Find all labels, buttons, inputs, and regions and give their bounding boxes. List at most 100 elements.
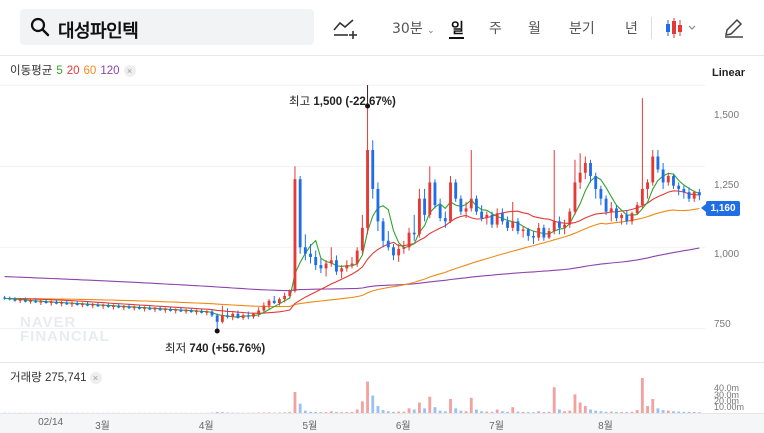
candle-body — [682, 188, 686, 193]
candle — [355, 247, 359, 267]
y-tick-label: 1,500 — [714, 110, 740, 121]
candle — [360, 214, 364, 254]
volume-bar — [615, 411, 618, 413]
volume-bar — [594, 410, 598, 413]
candle-body — [417, 198, 421, 235]
close-icon[interactable]: × — [89, 371, 102, 384]
period-month[interactable]: 월 — [528, 21, 541, 37]
candle-body — [29, 300, 32, 302]
volume-bar — [215, 411, 219, 413]
candle-body — [469, 198, 473, 209]
candle — [537, 222, 541, 241]
candle — [417, 188, 421, 238]
candle — [91, 303, 95, 309]
candle-body — [252, 313, 255, 317]
candle — [573, 159, 577, 215]
candle-body — [583, 162, 587, 173]
search-query[interactable]: 대성파인텍 — [58, 21, 139, 42]
candle-body — [360, 227, 364, 251]
candle — [620, 213, 624, 225]
edit-icon[interactable] — [721, 16, 747, 40]
stock-search-box[interactable]: 대성파인텍 — [20, 9, 314, 45]
volume-bar — [635, 410, 639, 413]
x-tick-label: 3월 — [95, 421, 110, 432]
candle-body — [3, 297, 7, 299]
close-icon[interactable]: × — [123, 64, 136, 77]
scale-mode-toggle[interactable]: Linear — [712, 67, 746, 79]
period-year[interactable]: 년 — [625, 21, 638, 37]
candle-body — [646, 182, 649, 189]
candle-body — [329, 260, 333, 264]
period-quarter[interactable]: 분기 — [569, 21, 595, 37]
moving-average-legend[interactable]: 이동평균 5 20 60 120 × — [10, 62, 140, 78]
candle-body — [371, 150, 375, 189]
price-chart[interactable] — [0, 56, 705, 364]
period-30min[interactable]: 30분 ⌄ — [392, 21, 435, 37]
volume-bar — [475, 409, 478, 413]
candle-body — [537, 227, 541, 238]
volume-bar — [547, 411, 551, 413]
candle-body — [542, 227, 546, 238]
candle — [8, 296, 12, 301]
candle — [226, 308, 229, 319]
candle — [329, 247, 333, 267]
volume-bar — [656, 408, 660, 413]
candle — [469, 150, 473, 212]
volume-bar — [340, 412, 344, 413]
candle — [532, 231, 535, 245]
volume-legend[interactable]: 거래량 275,741 × — [10, 369, 102, 385]
y-tick-label: 750 — [714, 319, 731, 330]
candle — [298, 175, 302, 254]
period-week[interactable]: 주 — [489, 21, 502, 37]
candle-body — [39, 301, 43, 303]
candle — [578, 153, 582, 189]
candle — [682, 185, 686, 199]
candle-body — [449, 182, 452, 222]
candle-type-icon[interactable] — [664, 16, 700, 40]
volume-bar — [625, 412, 629, 413]
candle — [433, 179, 437, 209]
candle — [438, 198, 442, 222]
candle-body — [236, 313, 240, 318]
candle-body — [246, 315, 250, 317]
volume-bar — [329, 411, 333, 413]
candle-body — [335, 260, 338, 272]
candle-body — [692, 192, 696, 199]
candle — [475, 195, 478, 215]
volume-bar — [682, 411, 686, 413]
candle-body — [366, 150, 369, 228]
candle-body — [65, 302, 69, 305]
volume-bar — [697, 412, 701, 413]
volume-chart[interactable] — [0, 364, 705, 413]
candle — [179, 307, 183, 313]
volume-bar — [464, 411, 468, 413]
candle — [412, 214, 416, 241]
candle-body — [635, 205, 639, 214]
candle-body — [231, 313, 235, 317]
candle — [371, 140, 375, 199]
candle-body — [651, 156, 655, 183]
candle — [39, 299, 43, 305]
volume-bar — [345, 412, 349, 413]
volume-bar — [537, 411, 541, 413]
volume-bar — [350, 411, 354, 413]
candle-body — [412, 232, 416, 235]
y-tick-label: 1,250 — [714, 180, 740, 191]
candle — [335, 255, 338, 275]
candle — [563, 219, 567, 235]
candle — [625, 210, 629, 225]
candle — [277, 297, 281, 306]
drawing-tool-icon[interactable] — [332, 16, 358, 40]
candle-body — [86, 303, 89, 306]
period-day[interactable]: 일 — [451, 21, 464, 37]
volume-bar — [412, 409, 416, 413]
candle — [18, 298, 22, 304]
candle-body — [288, 291, 292, 296]
candle-body — [506, 221, 509, 228]
volume-bar — [692, 412, 696, 413]
candle — [423, 188, 427, 222]
ma-120-label: 120 — [100, 65, 120, 77]
candle — [490, 211, 494, 228]
volume-bar — [428, 396, 432, 413]
candle-body — [137, 306, 141, 309]
